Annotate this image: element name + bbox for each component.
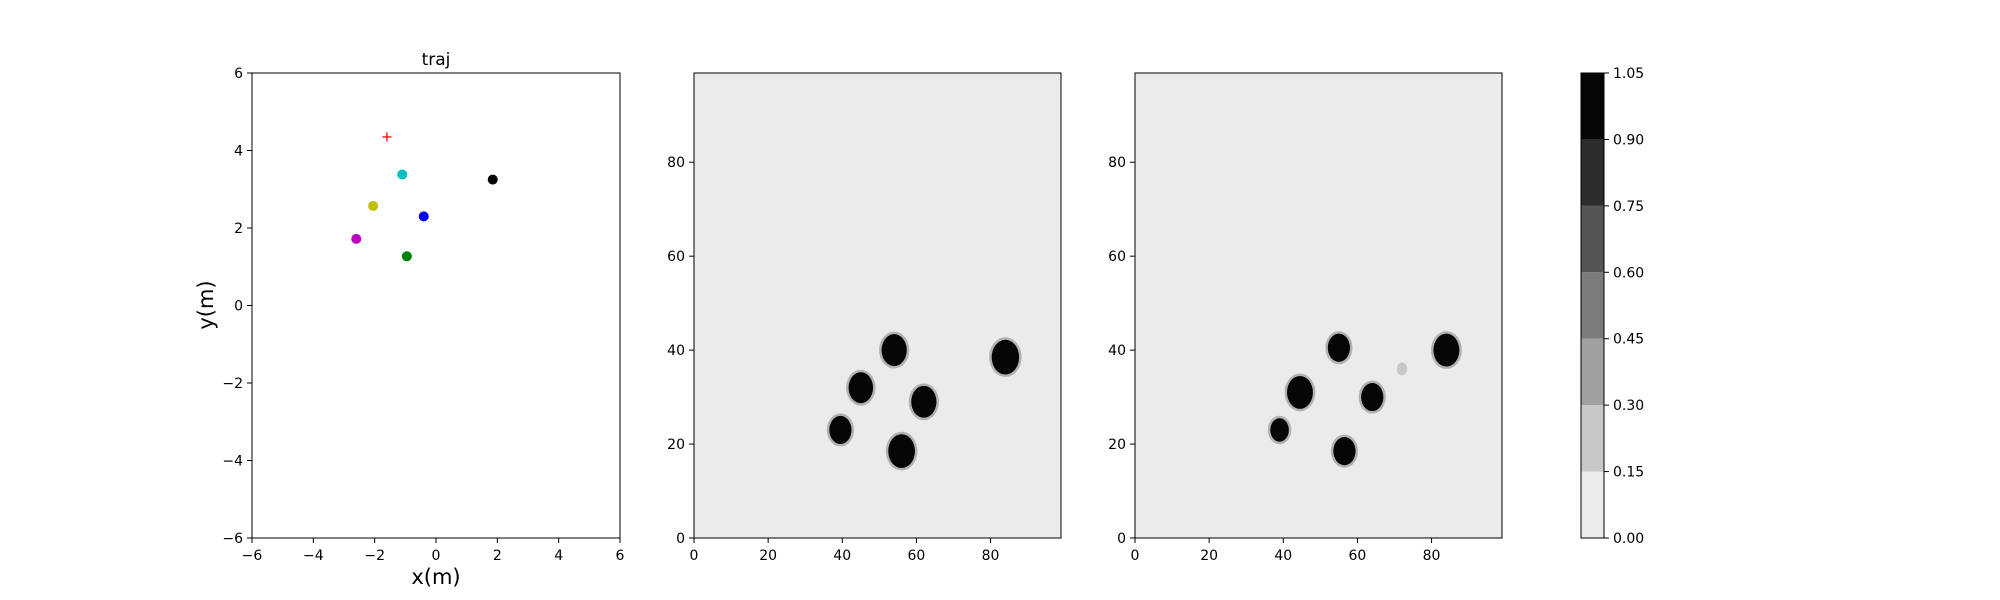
traj-agent-point (487, 174, 498, 185)
traj-x-ticks: −6 −4 −2 0 2 4 6 (242, 538, 625, 564)
heatmap-right-blob (1270, 418, 1289, 442)
colorbar-tick-label: 0.15 (1613, 465, 1644, 481)
colorbar-tick-label: 0.45 (1613, 332, 1644, 348)
heatmap-left-blobs (826, 331, 1022, 471)
colorbar-tick-label: 1.05 (1613, 66, 1644, 82)
heatmap-right-y-tick-label: 0 (1117, 531, 1126, 547)
heatmap-right-x-tick-label: 60 (1349, 548, 1367, 564)
colorbar-tick-label: 0.90 (1613, 132, 1644, 148)
colorbar-frame (1580, 72, 1605, 539)
heatmap-left-y-tick-label: 0 (676, 531, 685, 547)
heatmap-right-x-ticks: 0 20 40 60 80 (1131, 538, 1441, 564)
colorbar-segment (1581, 338, 1604, 406)
occupancy-heatmap-right: 0 20 40 60 80 0 20 40 60 80 (1108, 72, 1503, 564)
heatmap-right-y-tick-label: 20 (1108, 437, 1126, 453)
colorbar-tick-label: 0.60 (1613, 265, 1644, 281)
heatmap-right-frame (1134, 72, 1503, 539)
colorbar-segment (1581, 471, 1604, 538)
heatmap-left-background (693, 72, 1062, 539)
colorbar-tick-label: 0.30 (1613, 398, 1644, 414)
traj-x-tick-label: 6 (616, 548, 625, 564)
heatmap-right-y-tick-label: 60 (1108, 249, 1126, 265)
heatmap-right-y-tick-label: 40 (1108, 343, 1126, 359)
heatmap-right-blob (1286, 375, 1313, 409)
traj-x-tick-label: 4 (554, 548, 563, 564)
traj-y-tick-label: 6 (234, 66, 243, 82)
traj-agent-point (397, 169, 408, 180)
traj-y-tick-label: −2 (222, 376, 243, 392)
heatmap-left-blob (888, 434, 915, 469)
heatmap-right-y-ticks: 0 20 40 60 80 (1108, 155, 1135, 547)
traj-scatter-panel: traj −6 −4 −2 0 2 4 6 −6 −4 −2 0 2 4 6 x(m) y(m) (194, 50, 625, 589)
traj-agent-point (351, 233, 362, 244)
heatmap-right-y-tick-label: 80 (1108, 155, 1126, 171)
traj-agent-point (401, 251, 412, 262)
heatmap-right-blob (1327, 333, 1351, 362)
heatmap-left-x-tick-label: 20 (759, 548, 777, 564)
heatmap-left-blob (911, 385, 937, 418)
traj-x-tick-label: −6 (242, 548, 263, 564)
traj-y-tick-label: −6 (222, 531, 243, 547)
traj-x-tick-label: 0 (432, 548, 441, 564)
traj-title: traj (422, 50, 451, 70)
heatmap-left-y-tick-label: 80 (667, 155, 685, 171)
heatmap-left-x-tick-label: 40 (833, 548, 851, 564)
heatmap-left-frame (693, 72, 1062, 539)
traj-y-tick-label: 0 (234, 299, 243, 315)
heatmap-right-x-tick-label: 0 (1131, 548, 1140, 564)
traj-plot-area (251, 72, 621, 539)
heatmap-left-x-tick-label: 0 (690, 548, 699, 564)
traj-goal-marker (382, 132, 392, 142)
heatmap-left-y-tick-label: 20 (667, 437, 685, 453)
heatmap-right-x-tick-label: 40 (1274, 548, 1292, 564)
heatmap-left-blob (829, 415, 852, 445)
traj-agent-point (418, 211, 429, 222)
colorbar-tick-label: 0.75 (1613, 199, 1644, 215)
heatmap-left-x-ticks: 0 20 40 60 80 (690, 538, 1000, 564)
heatmap-right-blob (1433, 333, 1460, 367)
colorbar-segment (1581, 405, 1604, 472)
traj-points (351, 132, 498, 262)
heatmap-left-x-tick-label: 80 (982, 548, 1000, 564)
colorbar-ticks: 0.00 0.15 0.30 0.45 0.60 0.75 0.90 1.05 (1604, 66, 1644, 547)
heatmap-left-x-tick-label: 60 (908, 548, 926, 564)
heatmap-left-y-tick-label: 60 (667, 249, 685, 265)
traj-y-tick-label: 2 (234, 221, 243, 237)
heatmap-right-blobs (1267, 331, 1462, 468)
colorbar-segment (1581, 73, 1604, 140)
heatmap-left-blob (881, 334, 907, 367)
heatmap-right-x-tick-label: 80 (1423, 548, 1441, 564)
heatmap-left-y-ticks: 0 20 40 60 80 (667, 155, 694, 547)
colorbar-tick-label: 0.00 (1613, 531, 1644, 547)
heatmap-right-blob (1396, 362, 1408, 376)
occupancy-heatmap-left: 0 20 40 60 80 0 20 40 60 80 (667, 72, 1062, 564)
heatmap-left-blob (991, 339, 1020, 375)
colorbar-segment (1581, 139, 1604, 206)
traj-agent-point (368, 200, 379, 211)
traj-x-tick-label: −4 (303, 548, 324, 564)
traj-y-axis-label: y(m) (194, 280, 218, 329)
traj-x-tick-label: 2 (493, 548, 502, 564)
colorbar-segments (1581, 73, 1604, 538)
traj-x-tick-label: −2 (364, 548, 385, 564)
heatmap-right-blob (1361, 383, 1384, 412)
traj-y-tick-label: 4 (234, 144, 243, 160)
traj-y-tick-label: −4 (222, 454, 243, 470)
colorbar-segment (1581, 205, 1604, 273)
colorbar: 0.00 0.15 0.30 0.45 0.60 0.75 0.90 1.05 (1580, 66, 1644, 547)
colorbar-segment (1581, 272, 1604, 339)
heatmap-right-background (1134, 72, 1503, 539)
heatmap-right-blob (1333, 437, 1356, 466)
heatmap-left-y-tick-label: 40 (667, 343, 685, 359)
heatmap-right-x-tick-label: 20 (1200, 548, 1218, 564)
traj-y-ticks: −6 −4 −2 0 2 4 6 (222, 66, 252, 547)
heatmap-left-blob (848, 372, 874, 404)
traj-x-axis-label: x(m) (411, 565, 460, 589)
